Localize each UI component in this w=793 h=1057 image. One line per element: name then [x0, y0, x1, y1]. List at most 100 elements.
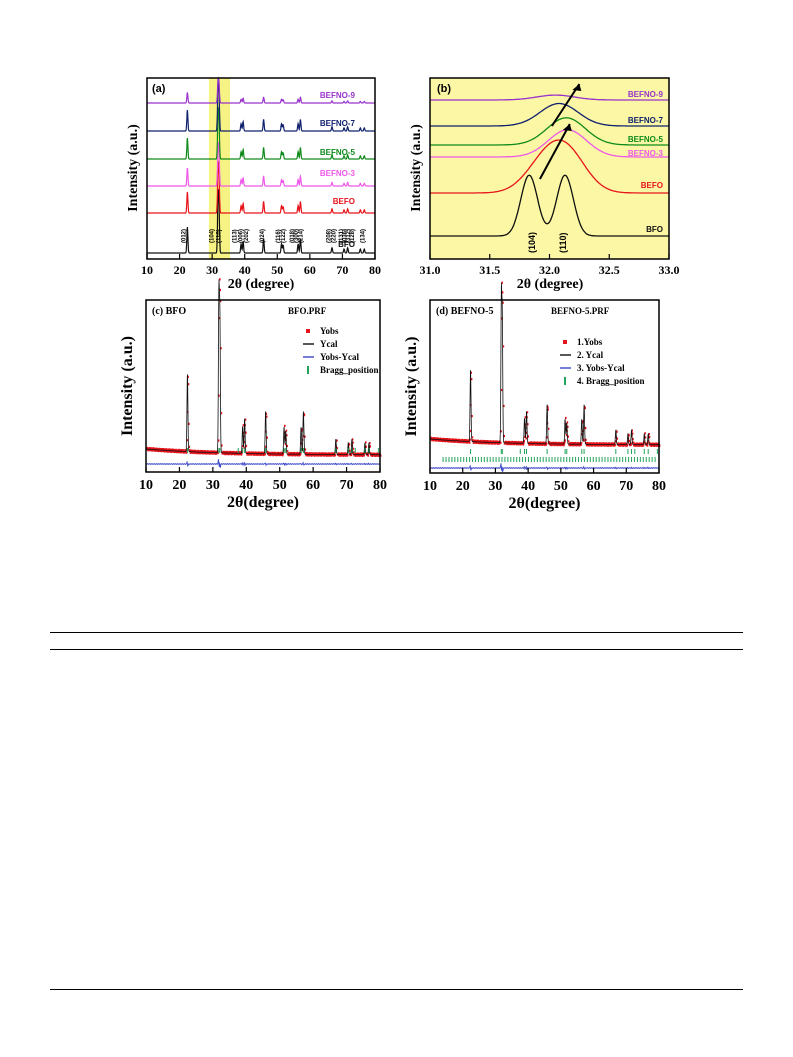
x-tick-label-c: 60 [306, 478, 320, 493]
xrd-zoom-line-befno-3 [430, 129, 669, 158]
panel-label-b: (b) [437, 83, 451, 95]
legend-marker-c [306, 329, 310, 333]
peak-label: (220) [331, 229, 337, 243]
table-top-rule [50, 632, 743, 633]
x-axis-label-c: 2θ(degree) [227, 494, 299, 511]
x-tick-label-b: 31.0 [420, 263, 441, 277]
series-label-bfo: BFO [338, 240, 355, 249]
legend-label-c: Ycal [320, 339, 338, 349]
file-label-c: BFO.PRF [288, 306, 327, 316]
panel-label-d: (d) BEFNO-5 [436, 306, 494, 317]
series-label-befno-9: BEFNO-9 [320, 91, 356, 100]
peak-label: (131) [339, 229, 345, 243]
table-header-rule [50, 649, 743, 650]
x-axis-label-d: 2θ(degree) [508, 495, 580, 512]
panel-label-c: (c) BFO [152, 306, 186, 317]
series-label-befo: BEFO [333, 197, 355, 206]
x-tick-label-a: 70 [336, 263, 348, 277]
diff-line-c [145, 459, 381, 468]
legend-label-c: Yobs-Ycal [320, 352, 360, 362]
x-tick-label-b: 31.5 [479, 263, 500, 277]
x-tick-label-d: 10 [423, 479, 437, 494]
peak-label: (134) [360, 229, 366, 243]
x-tick-label-d: 60 [587, 479, 601, 494]
legend-label-d: 1.Yobs [577, 337, 603, 347]
x-tick-label-c: 70 [340, 478, 354, 493]
x-tick-label-d: 30 [488, 479, 502, 494]
peak-label: (024) [260, 229, 266, 243]
x-tick-label-b: 33.0 [659, 263, 680, 277]
peak-annotation-b: (104) [527, 232, 537, 253]
xrd-figure: BFO BEFO BEFNO-3 BEFNO-5 BEFNO-7 BEFNO-9 (012)… [119, 76, 680, 512]
series-label-b-bfo: BFO [646, 225, 663, 234]
xrd-line-bfo [147, 188, 375, 254]
series-label-b-befno-5: BEFNO-5 [628, 135, 664, 144]
peak-label: (006) [238, 229, 244, 243]
peak-label: (214) [299, 229, 305, 243]
series-label-b-befno-3: BEFNO-3 [628, 149, 664, 158]
peak-label: (113) [233, 229, 239, 243]
arrowhead [562, 124, 572, 131]
x-tick-label-b: 32.5 [599, 263, 620, 277]
x-tick-label-a: 50 [271, 263, 283, 277]
x-tick-label-c: 30 [206, 478, 220, 493]
x-tick-label-d: 70 [619, 479, 633, 494]
xrd-line-befno-5 [147, 106, 375, 160]
plot-background-b [430, 78, 669, 259]
x-tick-label-c: 80 [373, 478, 387, 493]
ycal-line-d [430, 282, 660, 446]
plot-frame-c [145, 299, 381, 473]
peak-label: (300) [294, 229, 300, 243]
y-axis-label-b: Intensity (a.u.) [409, 124, 424, 212]
x-tick-label-c: 10 [139, 478, 153, 493]
x-tick-label-b: 32.0 [539, 263, 560, 277]
x-axis-label-b: 2θ (degree) [517, 277, 584, 292]
x-tick-label-a: 20 [174, 263, 186, 277]
x-tick-label-d: 50 [554, 479, 568, 494]
footer-rule [50, 989, 743, 990]
x-tick-label-c: 20 [172, 478, 186, 493]
y-axis-label-c: Intensity (a.u.) [119, 336, 136, 436]
peak-label: (312) [346, 229, 352, 243]
peak-label: (104) [209, 229, 215, 243]
legend-marker-d [563, 340, 567, 344]
x-tick-label-a: 60 [304, 263, 316, 277]
x-tick-label-a: 30 [206, 263, 218, 277]
series-label-befno-7: BEFNO-7 [320, 119, 356, 128]
x-tick-label-a: 40 [239, 263, 251, 277]
legend-label-d: 2. Ycal [577, 350, 604, 360]
shift-arrow [551, 83, 581, 127]
file-label-d: BEFNO-5.PRF [551, 306, 610, 316]
series-label-b-befo: BEFO [641, 181, 663, 190]
legend-label-d: 3. Yobs-Ycal [577, 363, 625, 373]
peak-label: (116) [276, 229, 282, 243]
series-label-b-befno-9: BEFNO-9 [628, 90, 664, 99]
diff-line-d [429, 463, 660, 472]
xrd-zoom-line-bfo [430, 174, 669, 237]
xrd-zoom-line-befno-5 [430, 117, 669, 146]
peak-label: (110) [217, 229, 223, 243]
xrd-line-befno-9 [147, 76, 375, 104]
xrd-line-befno-7 [147, 78, 375, 132]
x-axis-label-a: 2θ (degree) [228, 277, 295, 292]
legend-label-d: 4. Bragg_position [577, 376, 645, 386]
peak-label: (012) [181, 229, 187, 243]
ycal-line-c [146, 279, 381, 456]
x-tick-label-d: 40 [521, 479, 535, 494]
peak-label: (128) [350, 229, 356, 243]
shift-arrow [539, 123, 571, 180]
peak-label: (036) [343, 229, 349, 243]
series-label-b-befno-7: BEFNO-7 [628, 116, 664, 125]
xrd-zoom-line-befo [430, 139, 669, 194]
x-tick-label-a: 10 [141, 263, 153, 277]
xrd-zoom-line-befno-7 [430, 102, 669, 127]
peak-label: (202) [244, 229, 250, 243]
arrowhead [572, 84, 582, 91]
peak-label: (122) [281, 229, 287, 243]
xrd-line-befno-3 [147, 141, 375, 187]
panel-label-a: (a) [152, 83, 166, 95]
x-tick-label-c: 40 [239, 478, 253, 493]
legend-label-c: Yobs [320, 326, 339, 336]
peak-annotation-b: (110) [558, 232, 568, 253]
